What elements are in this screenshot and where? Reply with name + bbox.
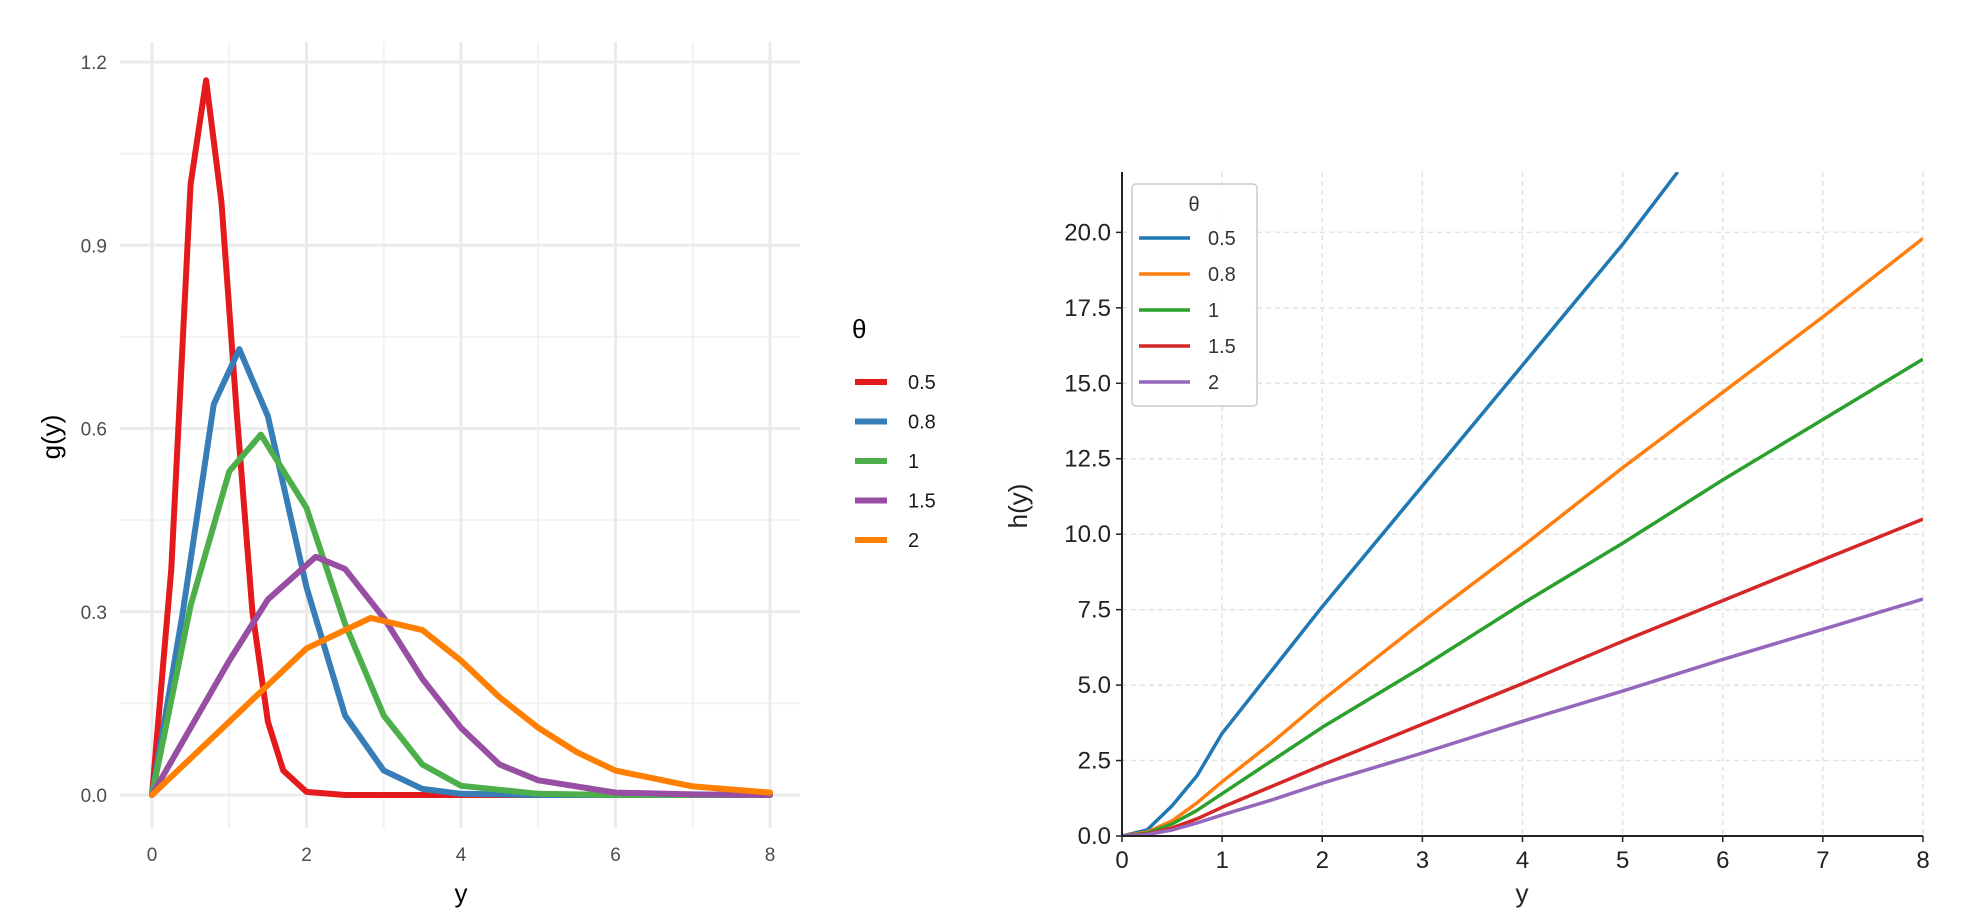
right-hazard-chart: 0 1 2 3 4 5 6 7 80.02.55.07.510.012.515.017.520.… xyxy=(1003,172,1930,908)
legend-label: 2 xyxy=(908,530,919,552)
legend-title: θ xyxy=(1188,194,1199,216)
y-tick-label: 0.3 xyxy=(81,603,107,624)
y-tick-label: 2.5 xyxy=(1078,748,1111,775)
y-tick-label: 10.0 xyxy=(1064,521,1111,548)
series-line-1.5 xyxy=(1122,517,1923,836)
x-tick-label: 1 xyxy=(1215,847,1228,874)
x-tick-label: 6 xyxy=(1716,847,1729,874)
y-axis-title: g(y) xyxy=(36,415,66,460)
legend-box xyxy=(1131,183,1258,407)
y-tick-label: 0.9 xyxy=(81,236,107,257)
legend-label: 1.5 xyxy=(908,491,936,513)
left-density-chart: 0 2 4 6 8 0.0 0.3 0.6 0.9 1.2 y g(y) θ 0.5 0.8 1 1.5 2 xyxy=(36,42,936,908)
x-tick-label: 8 xyxy=(1916,847,1929,874)
y-tick-label: 12.5 xyxy=(1064,446,1111,473)
legend-label: 0.8 xyxy=(1208,264,1236,286)
series-line-0.5 xyxy=(149,77,773,798)
y-axis-title: h(y) xyxy=(1003,484,1033,529)
legend-label: 1 xyxy=(908,451,919,473)
x-tick-label: 4 xyxy=(1516,847,1529,874)
x-tick-label: 8 xyxy=(765,845,776,866)
series-line-2 xyxy=(149,614,773,798)
legend-label: 1 xyxy=(1208,300,1219,322)
series-line-0.8 xyxy=(1122,237,1923,836)
legend-label: 1.5 xyxy=(1208,336,1236,358)
series-line-1.5 xyxy=(149,553,773,798)
y-tick-label: 20.0 xyxy=(1064,219,1111,246)
x-tick-label: 4 xyxy=(456,845,467,866)
x-tick-label: 2 xyxy=(1316,847,1329,874)
x-tick-label: 7 xyxy=(1816,847,1829,874)
y-tick-label: 0.0 xyxy=(81,786,107,807)
y-tick-label: 0.6 xyxy=(81,420,107,441)
x-tick-label: 0 xyxy=(1115,847,1128,874)
legend-label: 0.5 xyxy=(1208,228,1236,250)
x-tick-label: 5 xyxy=(1616,847,1629,874)
x-tick-label: 6 xyxy=(610,845,621,866)
series-line-1 xyxy=(1122,357,1923,836)
series-group xyxy=(1122,172,1923,836)
y-tick-label: 15.0 xyxy=(1064,370,1111,397)
x-axis-title: y xyxy=(1516,878,1529,908)
series-line-2 xyxy=(1122,597,1923,836)
y-tick-label: 5.0 xyxy=(1078,672,1111,699)
x-axis-title: y xyxy=(455,878,468,908)
x-tick-label: 3 xyxy=(1416,847,1429,874)
series-line-0.5 xyxy=(1122,172,1680,836)
series-line-1 xyxy=(149,431,773,798)
series-line-0.8 xyxy=(149,346,773,798)
x-tick-label: 2 xyxy=(301,845,312,866)
legend-label: 2 xyxy=(1208,372,1219,394)
y-tick-label: 7.5 xyxy=(1078,597,1111,624)
legend-label: 0.5 xyxy=(908,372,936,394)
x-tick-label: 0 xyxy=(147,845,158,866)
y-tick-label: 17.5 xyxy=(1064,295,1111,322)
legend-title: θ xyxy=(852,314,866,344)
y-tick-label: 1.2 xyxy=(81,53,107,74)
y-tick-label: 0.0 xyxy=(1078,823,1111,850)
legend-label: 0.8 xyxy=(908,412,936,434)
